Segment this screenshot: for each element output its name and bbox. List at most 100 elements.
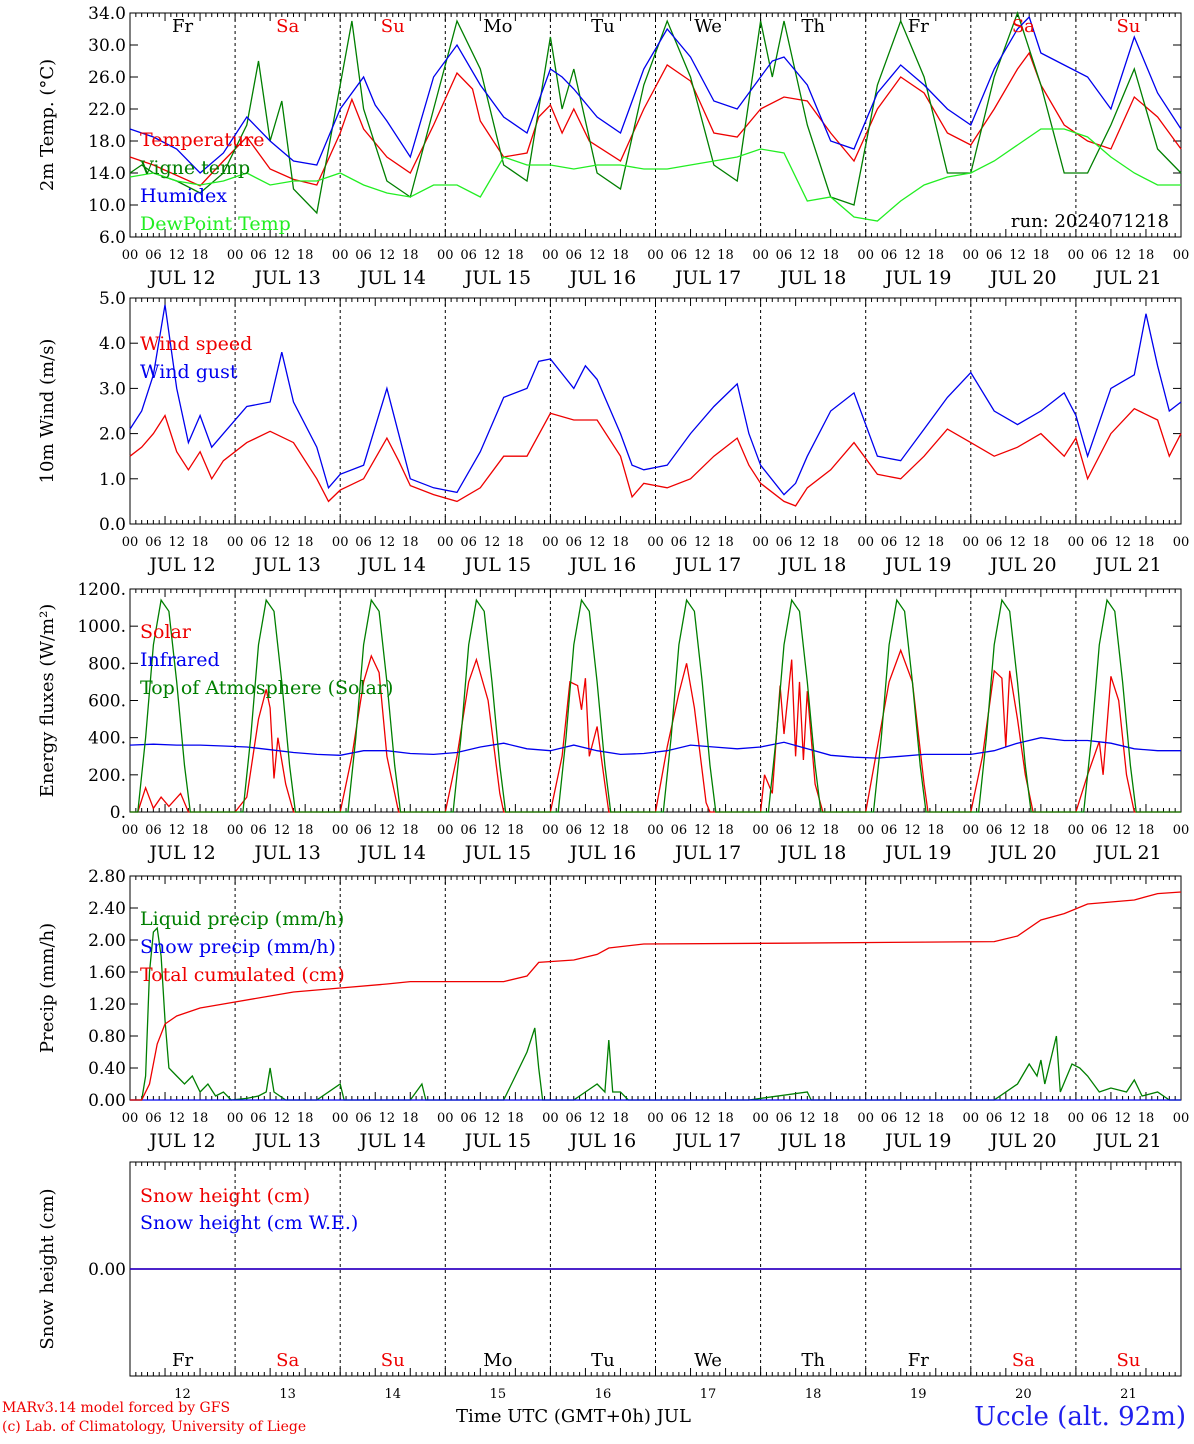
hour-tick-label: 12 [904,823,921,838]
hour-tick-label: 12 [484,1111,501,1126]
hour-tick-label: 12 [694,823,711,838]
hour-tick-label: 00 [122,823,139,838]
station-name: Uccle (alt. 92m) [974,1402,1186,1432]
hour-tick-label: 06 [355,248,372,263]
hour-tick-label: 12 [1114,535,1131,550]
hour-tick-label: 18 [927,535,944,550]
hour-tick-label: 18 [507,535,524,550]
hour-tick-label: 18 [822,1111,839,1126]
date-label: JUL 19 [883,1130,951,1152]
date-label: JUL 12 [147,842,215,864]
hour-tick-label: 00 [122,535,139,550]
hour-tick-label: 06 [250,823,267,838]
day-abbr: Su [381,1350,405,1371]
hour-tick-label: 12 [484,535,501,550]
hour-tick-label: 12 [799,248,816,263]
y-tick-label: 0. [110,803,126,823]
hour-tick-label: 12 [799,1111,816,1126]
hour-tick-label: 00 [963,823,980,838]
hour-tick-label: 00 [647,823,664,838]
date-label: JUL 18 [778,842,846,864]
date-label: JUL 15 [463,1130,531,1152]
y-tick-label: 400. [88,729,126,749]
series-line-wind-gust [129,304,1182,496]
hour-tick-label: 12 [1114,1111,1131,1126]
day-abbr: Th [801,16,825,37]
hour-tick-label: 12 [799,535,816,550]
hour-tick-label: 00 [227,248,244,263]
date-label: JUL 14 [358,842,426,864]
day-abbr: Fr [908,1350,929,1371]
hour-tick-label: 00 [1068,535,1085,550]
hour-tick-label: 18 [1033,535,1050,550]
legend-entry: Snow height (cm W.E.) [140,1212,358,1234]
series-line-dewpoint-temp [129,128,1181,222]
hour-tick-label: 12 [589,535,606,550]
hour-tick-label: 00 [332,535,349,550]
hour-tick-label: 06 [355,535,372,550]
hour-tick-label: 00 [122,1111,139,1126]
hour-tick-label: 06 [881,535,898,550]
hour-tick-label: 18 [717,823,734,838]
hour-tick-label: 12 [379,248,396,263]
legend-entry: Liquid precip (mm/h) [140,908,344,930]
hour-tick-label: 00 [227,1111,244,1126]
day-abbr: Fr [172,1350,193,1371]
hour-tick-label: 06 [250,1111,267,1126]
hour-tick-label: 18 [297,535,314,550]
hour-tick-label: 06 [1091,1111,1108,1126]
hour-tick-label: 00 [437,535,454,550]
day-abbr: We [694,16,722,37]
y-tick-label: 1000. [77,617,126,637]
day-number: 16 [595,1387,612,1402]
hour-tick-label: 00 [1068,823,1085,838]
day-abbr: Sa [276,16,299,37]
hour-tick-label: 18 [402,248,419,263]
hour-tick-label: 00 [542,248,559,263]
legend-entry: Total cumulated (cm) [140,964,345,986]
y-tick-label: 34.0 [88,4,126,24]
day-abbr: Sa [276,1350,299,1371]
y-tick-label: 22.0 [88,100,126,120]
hour-tick-label: 06 [881,248,898,263]
hour-tick-label: 18 [927,823,944,838]
hour-tick-label: 06 [145,1111,162,1126]
y-tick-label: 0.80 [88,1027,126,1047]
hour-tick-label: 18 [1033,1111,1050,1126]
date-label: JUL 16 [568,1130,636,1152]
hour-tick-label: 00 [752,248,769,263]
date-label: JUL 14 [358,1130,426,1152]
day-abbr: Sa [1012,1350,1035,1371]
day-abbr: Su [381,16,405,37]
y-axis-label: Energy fluxes (W/m²) [37,604,58,798]
hour-tick-label: 12 [589,823,606,838]
y-tick-label: 1.20 [88,995,126,1015]
hour-tick-label: 18 [822,823,839,838]
hour-tick-label: 12 [589,1111,606,1126]
hour-tick-label: 00 [542,823,559,838]
y-tick-label: 30.0 [88,36,126,56]
date-label: JUL 16 [568,554,636,576]
date-label: JUL 18 [778,1130,846,1152]
hour-tick-label: 06 [1091,535,1108,550]
hour-tick-label: 18 [192,535,209,550]
hour-tick-label: 06 [460,248,477,263]
legend-entry: Snow height (cm) [140,1185,310,1207]
hour-tick-label: 00 [1173,248,1190,263]
date-label: JUL 17 [673,554,741,576]
hour-tick-label: 00 [857,248,874,263]
date-label: JUL 20 [988,842,1056,864]
y-tick-label: 2.00 [88,931,126,951]
legend-entry: DewPoint Temp [140,213,291,235]
hour-tick-label: 18 [612,248,629,263]
hour-tick-label: 06 [986,823,1003,838]
y-tick-label: 10.0 [88,196,126,216]
hour-tick-label: 06 [776,1111,793,1126]
hour-tick-label: 12 [904,1111,921,1126]
legend-entry: Humidex [140,185,227,207]
hour-tick-label: 18 [717,248,734,263]
hour-tick-label: 18 [1033,248,1050,263]
series-line-total-cumulated-cm- [130,891,1182,1101]
